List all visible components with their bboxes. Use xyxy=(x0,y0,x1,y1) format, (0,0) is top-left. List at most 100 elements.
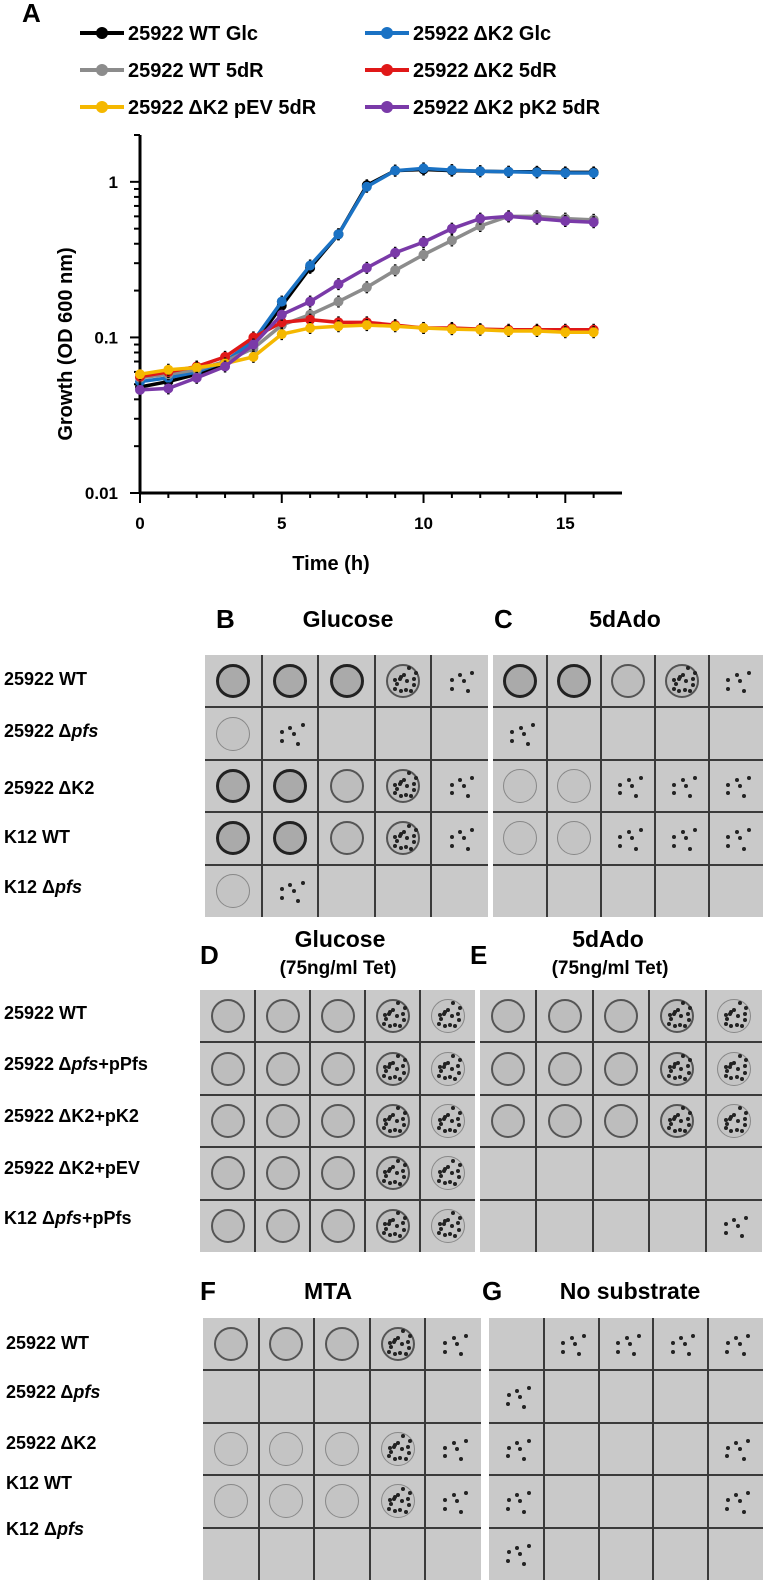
colony-dot xyxy=(678,1127,683,1132)
colony-dot xyxy=(382,1231,387,1236)
colony-dot xyxy=(729,1076,734,1081)
data-point xyxy=(475,221,486,232)
strain-name: K12 WT xyxy=(4,827,71,847)
bacterial-spot xyxy=(665,664,699,699)
colony-dot xyxy=(723,1231,728,1236)
colony-dot xyxy=(456,1064,461,1069)
colony-dot xyxy=(401,1175,406,1180)
colony-dot xyxy=(729,1023,734,1028)
colony-dot xyxy=(671,791,676,796)
colony-dot xyxy=(638,775,643,780)
colony-dot xyxy=(458,830,463,835)
colony-dot xyxy=(729,1114,734,1119)
data-point xyxy=(163,364,174,375)
panel-g-letter: G xyxy=(482,1276,503,1306)
data-point xyxy=(418,249,429,260)
colony-dot xyxy=(396,1053,401,1058)
colony-dot xyxy=(732,1217,737,1222)
y-axis-label: Growth (OD 600 nm) xyxy=(55,247,77,440)
colony-dot xyxy=(398,846,403,851)
bacterial-spot xyxy=(320,1208,355,1243)
data-point xyxy=(276,329,287,340)
colony-dot xyxy=(726,677,731,682)
plate-column-divider xyxy=(317,655,320,917)
data-point xyxy=(276,296,287,307)
colony-dot xyxy=(443,1340,448,1345)
data-point xyxy=(475,166,486,177)
colony-dot xyxy=(684,679,688,684)
colony-dot xyxy=(734,673,739,678)
colony-dot xyxy=(465,846,470,851)
colony-dot xyxy=(387,1233,392,1238)
colony-dot xyxy=(686,1116,691,1121)
bacterial-spot xyxy=(265,1051,300,1086)
plate-column-divider xyxy=(600,655,602,917)
bacterial-spot xyxy=(716,999,751,1034)
colony-dot xyxy=(522,731,526,736)
plate-column-divider xyxy=(648,990,651,1252)
colony-dot xyxy=(726,782,731,787)
panel-f-title: MTA xyxy=(303,1278,353,1304)
panel-e-title: 5dAdo xyxy=(572,926,644,952)
plate-column-divider xyxy=(654,655,656,917)
colony-dot xyxy=(391,1008,395,1013)
colony-dot xyxy=(398,1129,403,1134)
bacterial-spot xyxy=(547,1051,582,1086)
strain-name: 25922 ΔK2 xyxy=(4,778,95,798)
colony-dot xyxy=(677,688,682,693)
colony-dot xyxy=(437,1065,442,1070)
colony-dot xyxy=(671,1012,676,1017)
colony-dot xyxy=(463,1438,468,1443)
data-point xyxy=(588,327,599,338)
plate-fg-row-label: 25922 ΔK2 xyxy=(6,1433,96,1454)
plate-row-divider xyxy=(489,1421,763,1424)
colony-dot xyxy=(456,1011,461,1016)
colony-dot xyxy=(442,1064,447,1069)
colony-dot xyxy=(668,1016,673,1021)
colony-dot xyxy=(391,1165,395,1170)
colony-dot xyxy=(398,1181,403,1186)
colony-dot xyxy=(442,1169,447,1174)
colony-dot xyxy=(403,792,408,797)
colony-dot xyxy=(406,823,411,828)
colony-dot xyxy=(392,791,397,796)
bacterial-spot xyxy=(269,1327,304,1362)
colony-dot xyxy=(295,741,300,746)
bacterial-spot xyxy=(325,1484,359,1519)
colony-dot xyxy=(396,1001,401,1006)
panel-b-title: Glucose xyxy=(302,606,394,632)
plate-fg-row-label: K12 Δpfs xyxy=(6,1519,84,1540)
plate-row-divider xyxy=(203,1526,481,1529)
legend-marker xyxy=(381,101,393,113)
colony-dot xyxy=(636,1334,641,1339)
colony-dot xyxy=(393,1022,398,1027)
strain-name: 25922 ΔK2+pEV xyxy=(4,1158,140,1178)
colony-dot xyxy=(455,1447,460,1451)
plate-row-divider xyxy=(200,1041,475,1044)
colony-dot xyxy=(456,1123,461,1128)
data-point xyxy=(475,324,486,335)
plate-column-divider xyxy=(309,990,311,1252)
colony-dot xyxy=(451,1493,456,1498)
colony-dot xyxy=(725,1445,730,1450)
colony-dot xyxy=(692,828,697,833)
colony-dot xyxy=(387,1445,392,1450)
data-point xyxy=(503,211,514,222)
colony-dot xyxy=(382,1074,387,1079)
plate-bc-row-label: 25922 ΔK2 xyxy=(4,778,94,799)
colony-dot xyxy=(728,1117,733,1122)
data-point xyxy=(333,279,344,290)
colony-dot xyxy=(401,1168,406,1173)
colony-dot xyxy=(453,1181,458,1186)
colony-dot xyxy=(742,1064,747,1069)
bacterial-spot xyxy=(213,1484,248,1519)
colony-dot xyxy=(437,1117,442,1122)
colony-dot xyxy=(506,1454,511,1459)
colony-dot xyxy=(451,1106,456,1111)
colony-dot xyxy=(456,1227,461,1232)
colony-dot xyxy=(401,1064,406,1069)
colony-dot xyxy=(741,1457,746,1462)
colony-dot xyxy=(456,1070,461,1075)
colony-dot xyxy=(734,778,739,783)
colony-dot xyxy=(398,1234,403,1239)
